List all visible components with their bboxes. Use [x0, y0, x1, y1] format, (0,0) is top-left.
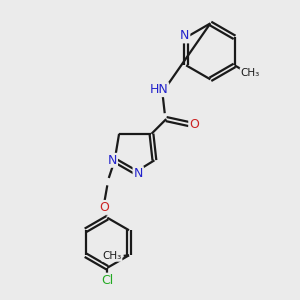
Text: O: O	[189, 118, 199, 130]
Text: Cl: Cl	[101, 274, 113, 286]
Text: N: N	[134, 167, 143, 180]
Text: HN: HN	[149, 83, 168, 96]
Text: CH₃: CH₃	[241, 68, 260, 78]
Text: CH₃: CH₃	[102, 251, 122, 261]
Text: O: O	[99, 201, 109, 214]
Text: N: N	[108, 154, 117, 167]
Text: N: N	[180, 29, 189, 42]
